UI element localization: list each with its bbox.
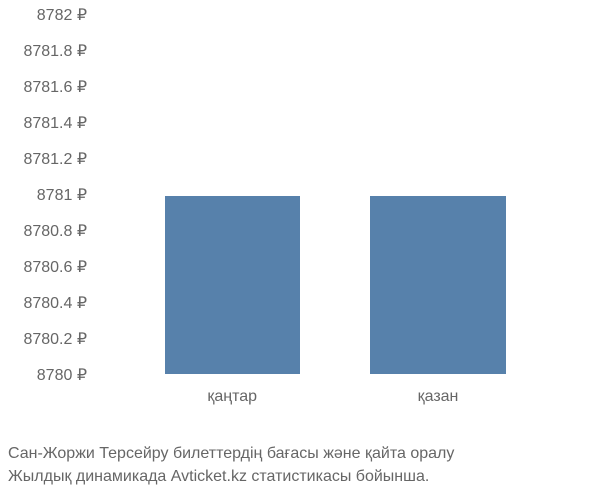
y-tick: 8781.8 ₽ [23,41,87,61]
y-tick: 8782 ₽ [37,5,87,25]
chart-caption: Сан-Жоржи Терсейру билеттердің бағасы жә… [8,443,454,488]
plot-area [95,15,585,375]
x-tick-jan: қаңтар [207,388,257,406]
caption-line1: Сан-Жоржи Терсейру билеттердің бағасы жә… [8,443,454,465]
y-tick: 8781.4 ₽ [23,113,87,133]
caption-line2: Жылдық динамикада Avticket.kz статистика… [8,466,454,488]
y-tick: 8780.4 ₽ [23,293,87,313]
y-axis: 8782 ₽ 8781.8 ₽ 8781.6 ₽ 8781.4 ₽ 8781.2… [0,15,95,375]
bar-oct [369,195,506,375]
x-axis: қаңтар қазан [95,380,585,410]
price-chart: 8782 ₽ 8781.8 ₽ 8781.6 ₽ 8781.4 ₽ 8781.2… [0,0,600,420]
y-tick: 8781.6 ₽ [23,77,87,97]
y-tick: 8780 ₽ [37,365,87,385]
x-tick-oct: қазан [418,388,459,406]
y-tick: 8780.6 ₽ [23,257,87,277]
y-tick: 8781.2 ₽ [23,149,87,169]
bar-jan [164,195,301,375]
y-tick: 8781 ₽ [37,185,87,205]
y-tick: 8780.8 ₽ [23,221,87,241]
y-tick: 8780.2 ₽ [23,329,87,349]
